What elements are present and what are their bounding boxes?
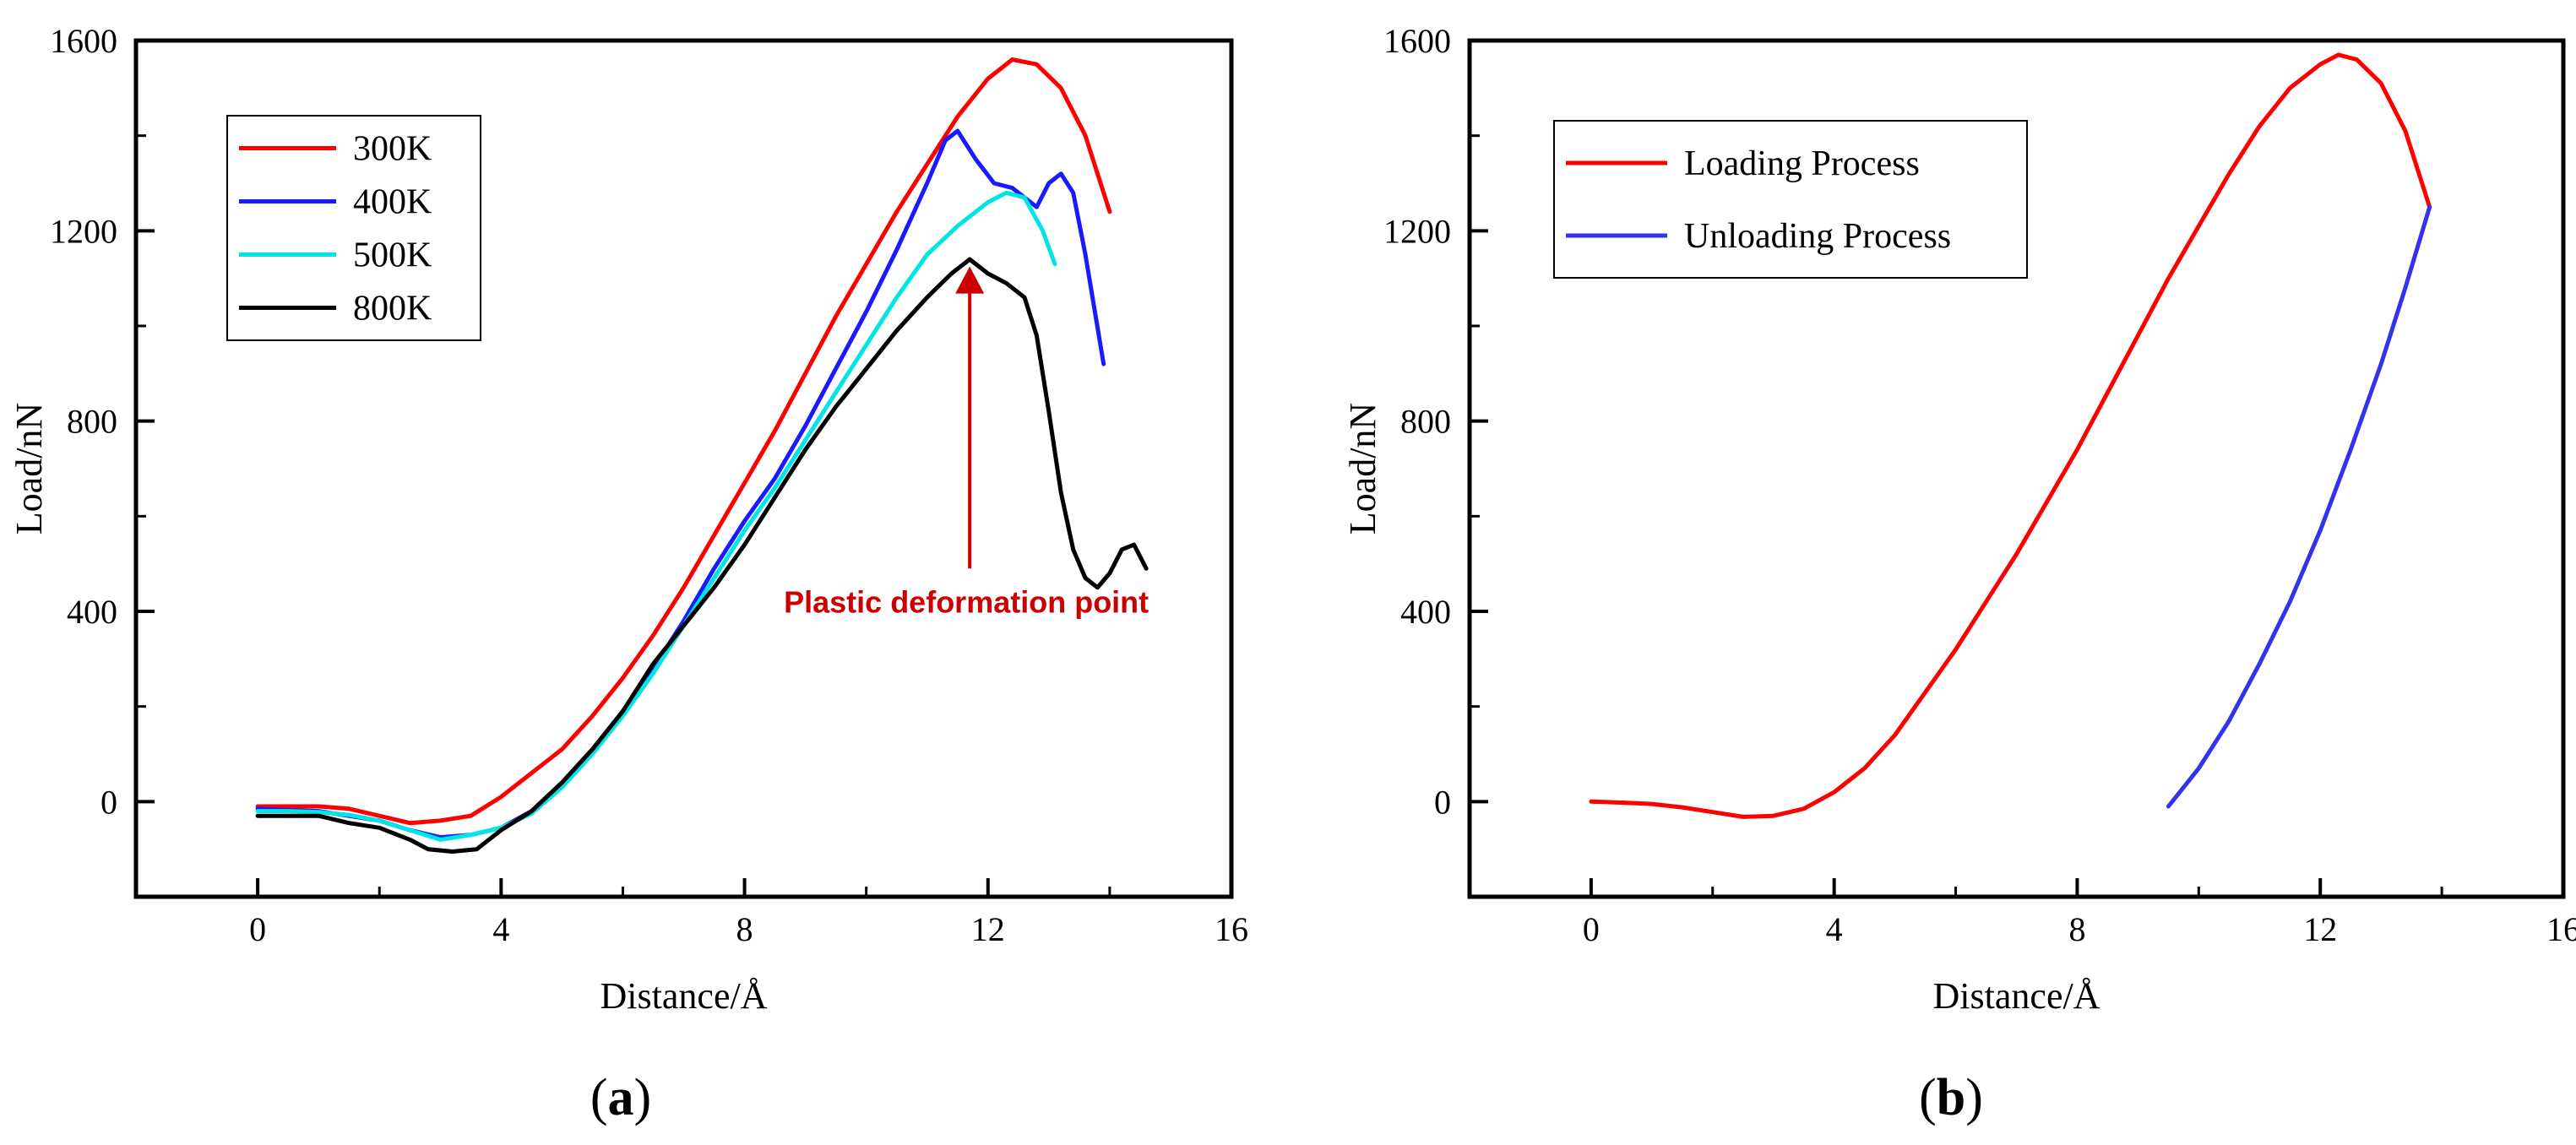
x-tick-label: 8: [2068, 910, 2085, 948]
x-axis-title: Distance/Å: [1933, 975, 2100, 1017]
x-tick-label: 4: [492, 910, 509, 948]
x-axis-title: Distance/Å: [601, 975, 768, 1017]
x-tick-label: 0: [1583, 910, 1600, 948]
y-tick-label: 400: [1400, 593, 1451, 631]
panel-label-letter: a: [608, 1069, 634, 1126]
series-line-800k: [255, 257, 1149, 854]
plot-frame: [133, 38, 1234, 899]
y-axis-title: Load/nN: [8, 403, 50, 535]
legend-label: 800K: [353, 290, 432, 328]
legend-label: Loading Process: [1684, 144, 1920, 183]
y-tick-label: 1600: [50, 22, 117, 60]
y-tick-label: 0: [101, 783, 117, 821]
panel-b: 0 4 8 12 16 0 400 800 1200 1600 Distance/Å Load/nN L…: [1342, 22, 2576, 1126]
y-tick-label: 1600: [1383, 22, 1451, 60]
y-axis-title: Load/nN: [1342, 403, 1383, 535]
series-line-unloading-process: [2166, 204, 2432, 809]
series-line-300k: [255, 57, 1112, 826]
legend-label: Unloading Process: [1684, 217, 1951, 256]
panel-label-open: (: [1919, 1069, 1937, 1126]
x-tick-label: 12: [2303, 910, 2337, 948]
x-tick-label: 16: [1215, 910, 1248, 948]
annotation-arrow-head: [955, 266, 985, 294]
x-tick-label: 12: [971, 910, 1005, 948]
y-tick-label: 0: [1434, 783, 1451, 821]
legend-box: [226, 115, 481, 341]
panel-label: (b): [1919, 1069, 1983, 1126]
panel-a: 0 4 8 12 16 0 400 800 1200 1600 Distance/Å Load/nN 3…: [8, 22, 1248, 1126]
x-tick-label: 16: [2546, 910, 2576, 948]
legend-label: 300K: [353, 130, 432, 169]
legend-box: [1553, 120, 2028, 279]
legend-label: 500K: [353, 236, 432, 275]
plot-frame: [1467, 38, 2566, 899]
panel-label-close: ): [1965, 1069, 1983, 1126]
y-tick-label: 400: [67, 593, 117, 631]
legend-label: 400K: [353, 183, 432, 222]
series-line-loading-process: [1589, 52, 2432, 819]
x-tick-label: 0: [249, 910, 266, 948]
x-tick-label: 8: [736, 910, 753, 948]
annotation-text: Plastic deformation point: [784, 584, 1149, 619]
y-tick-label: 800: [1400, 403, 1451, 441]
y-tick-label: 800: [67, 403, 117, 441]
y-tick-label: 1200: [1383, 212, 1451, 250]
panel-label-close: ): [634, 1069, 652, 1126]
panel-label-open: (: [590, 1069, 608, 1126]
panel-label: (a): [590, 1069, 651, 1126]
y-tick-label: 1200: [50, 212, 117, 250]
x-tick-label: 4: [1826, 910, 1843, 948]
panel-label-letter: b: [1937, 1069, 1965, 1126]
